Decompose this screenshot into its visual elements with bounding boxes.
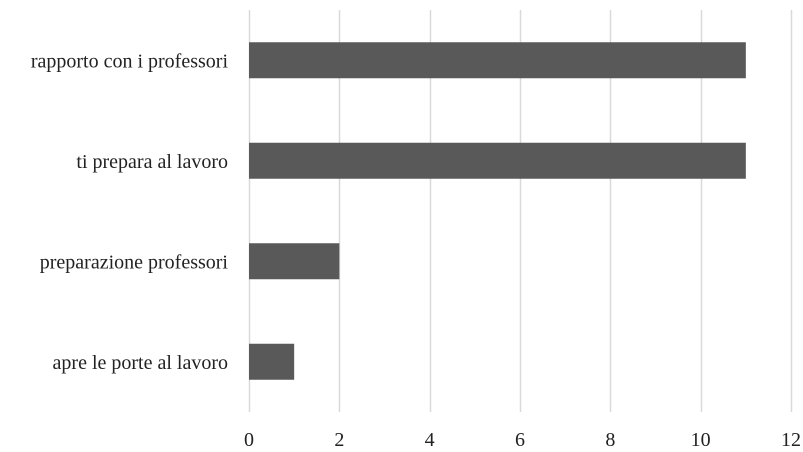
- category-labels: rapporto con i professori ti prepara al l…: [31, 50, 229, 374]
- category-label: apre le porte al lavoro: [53, 352, 228, 374]
- bars: [249, 42, 746, 380]
- bar: [249, 142, 746, 179]
- x-tick-label: 2: [334, 429, 344, 451]
- category-label: rapporto con i professori: [31, 50, 229, 72]
- x-tick-label: 8: [605, 429, 615, 451]
- x-tick-label: 12: [781, 429, 801, 451]
- bar: [249, 343, 295, 380]
- bar: [249, 243, 340, 280]
- category-label: preparazione professori: [40, 251, 229, 273]
- x-tick-label: 0: [244, 429, 254, 451]
- category-label: ti prepara al lavoro: [76, 151, 228, 173]
- bar: [249, 42, 746, 79]
- x-tick-label: 10: [691, 429, 711, 451]
- x-tick-label: 4: [425, 429, 435, 451]
- x-tick-label: 6: [515, 429, 525, 451]
- x-axis-tick-labels: 0 2 4 6 8 10 12: [244, 429, 801, 451]
